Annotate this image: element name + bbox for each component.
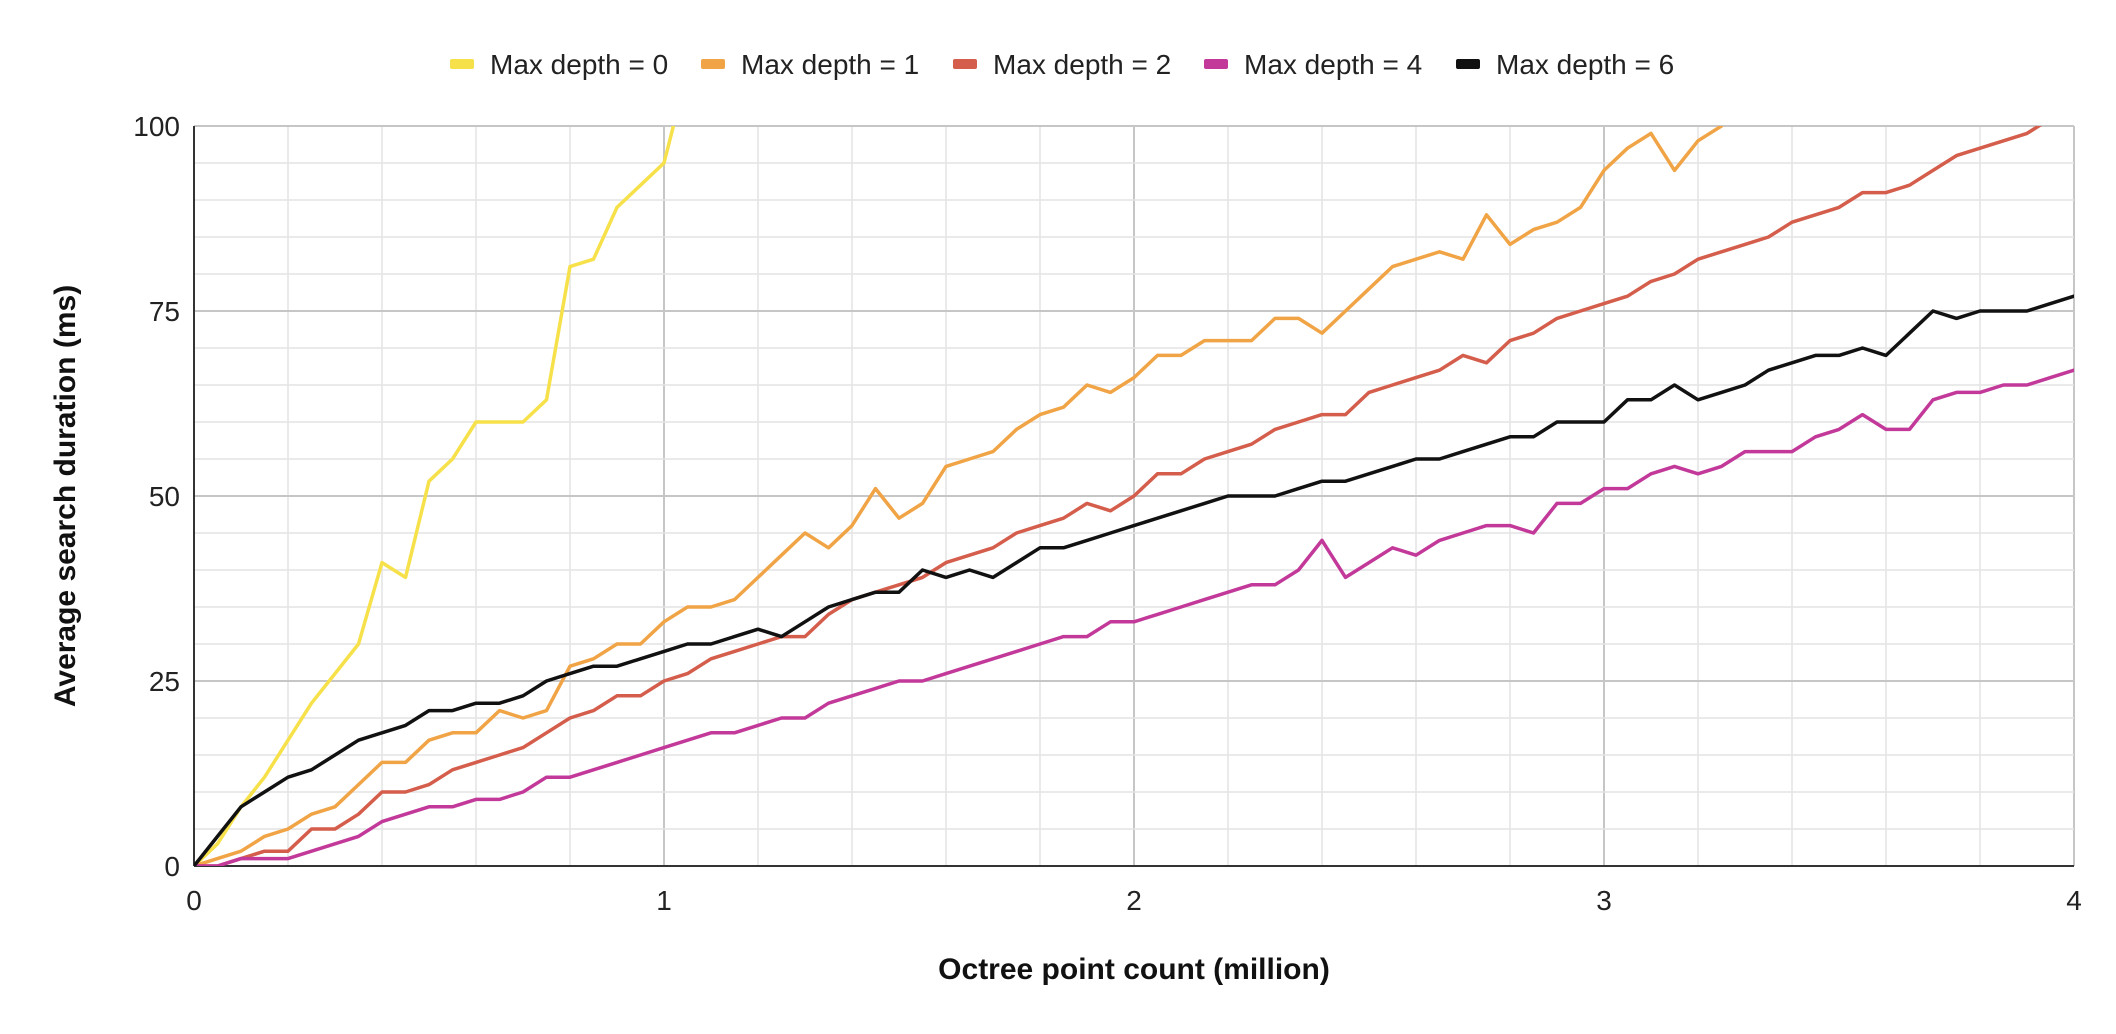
tick-labels: 0 1 2 3 4 0 25 50 75 100 [133,111,2082,916]
y-tick-label: 75 [149,296,180,327]
x-axis-title: Octree point count (million) [938,953,1330,986]
legend-item-2: Max depth = 1 [701,49,919,80]
legend-swatch [1456,59,1480,69]
legend-label: Max depth = 4 [1244,49,1422,80]
y-tick-label: 100 [133,111,180,142]
x-tick-label: 1 [656,885,672,916]
y-tick-label: 50 [149,481,180,512]
legend-swatch [953,59,977,69]
legend-item-3: Max depth = 2 [953,49,1171,80]
legend-swatch [701,59,725,69]
legend-item-5: Max depth = 6 [1456,49,1674,80]
y-tick-label: 25 [149,666,180,697]
series-line-5 [194,294,2074,866]
x-tick-label: 4 [2066,885,2082,916]
legend-label: Max depth = 2 [993,49,1171,80]
chart-series [194,126,2074,866]
y-tick-label: 0 [164,851,180,882]
series-line-1 [194,126,676,866]
legend-item-1: Max depth = 0 [450,49,668,80]
y-axis-title: Average search duration (ms) [49,285,82,707]
series-line-4 [194,368,2074,866]
legend-label: Max depth = 6 [1496,49,1674,80]
legend-swatch [450,59,474,69]
chart-legend: Max depth = 0 Max depth = 1 Max depth = 2 M… [450,49,1674,80]
series-line-3 [194,126,2043,866]
x-tick-label: 0 [186,885,202,916]
x-tick-label: 2 [1126,885,1142,916]
chart-axes [193,126,2074,867]
legend-item-4: Max depth = 4 [1204,49,1422,80]
legend-label: Max depth = 0 [490,49,668,80]
legend-swatch [1204,59,1228,69]
x-tick-label: 3 [1596,885,1612,916]
series-line-2 [194,126,1724,866]
legend-label: Max depth = 1 [741,49,919,80]
